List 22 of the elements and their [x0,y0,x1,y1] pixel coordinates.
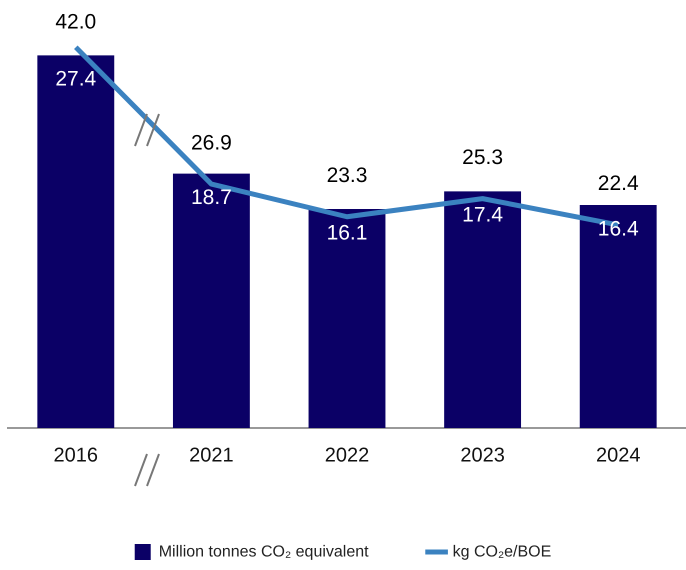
data-label: 27.4 [55,68,97,91]
legend-label: kg CO₂e/BOE [452,543,552,560]
data-label: 17.4 [462,204,504,227]
legend-label: Million tonnes CO₂ equivalent [158,543,370,560]
x-tick-label: 2022 [324,444,370,467]
data-label: 42.0 [55,10,96,34]
x-tick-label: 2021 [189,444,234,467]
data-label: 22.4 [598,172,639,196]
bar [37,55,114,428]
data-label: 16.1 [326,221,368,244]
x-tick-label: 2016 [54,444,98,467]
data-label: 26.9 [190,131,232,154]
x-tick-label: 2024 [596,444,640,467]
bar [580,204,657,428]
data-label: 18.7 [190,186,232,209]
bar [308,209,386,428]
bar [172,174,250,428]
bar [444,191,522,428]
data-label: 23.3 [326,164,368,188]
data-label: 16.4 [598,217,639,240]
data-label: 25.3 [462,146,504,169]
x-tick-label: 2023 [460,444,505,467]
